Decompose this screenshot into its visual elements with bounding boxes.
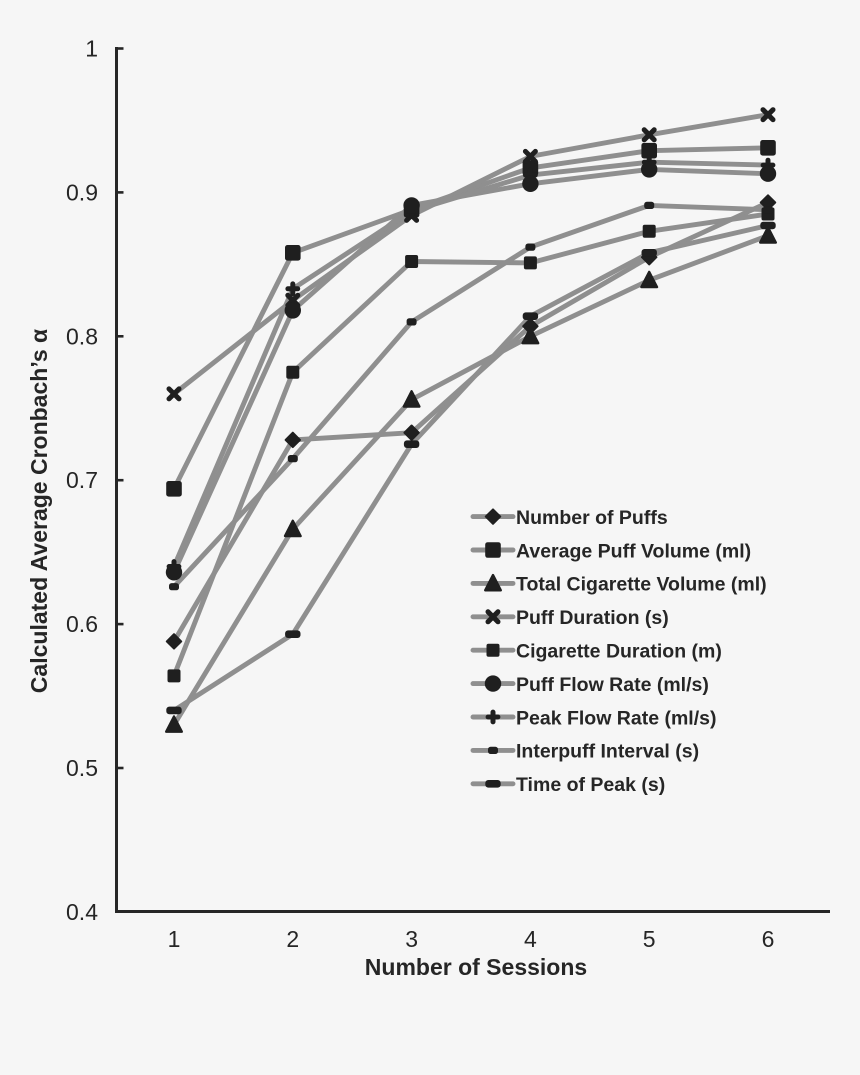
svg-text:Puff Flow Rate (ml/s): Puff Flow Rate (ml/s) xyxy=(516,674,709,696)
svg-text:Total Cigarette Volume (ml): Total Cigarette Volume (ml) xyxy=(516,574,767,596)
svg-text:Time of Peak (s): Time of Peak (s) xyxy=(516,774,665,796)
svg-text:Cigarette Duration (m): Cigarette Duration (m) xyxy=(516,641,722,663)
svg-text:0.8: 0.8 xyxy=(66,323,98,349)
svg-text:1: 1 xyxy=(85,36,98,62)
svg-text:Peak Flow Rate (ml/s): Peak Flow Rate (ml/s) xyxy=(516,707,716,729)
svg-text:Puff Duration (s): Puff Duration (s) xyxy=(516,607,669,629)
svg-text:1: 1 xyxy=(168,926,181,952)
svg-text:0.9: 0.9 xyxy=(66,179,98,205)
svg-text:Average Puff Volume (ml): Average Puff Volume (ml) xyxy=(516,540,751,562)
svg-text:6: 6 xyxy=(762,926,775,952)
svg-text:2: 2 xyxy=(286,926,299,952)
svg-text:0.6: 0.6 xyxy=(66,611,98,637)
svg-text:0.5: 0.5 xyxy=(66,755,98,781)
svg-text:Number of Puffs: Number of Puffs xyxy=(516,507,668,529)
svg-text:0.4: 0.4 xyxy=(66,899,98,925)
svg-text:Interpuff Interval (s): Interpuff Interval (s) xyxy=(516,741,699,763)
svg-text:Calculated Average Cronbach’s: Calculated Average Cronbach’s α xyxy=(26,329,52,693)
svg-text:3: 3 xyxy=(405,926,418,952)
svg-text:5: 5 xyxy=(643,926,656,952)
svg-text:0.7: 0.7 xyxy=(66,467,98,493)
svg-text:Number of Sessions: Number of Sessions xyxy=(365,954,587,980)
svg-text:4: 4 xyxy=(524,926,537,952)
